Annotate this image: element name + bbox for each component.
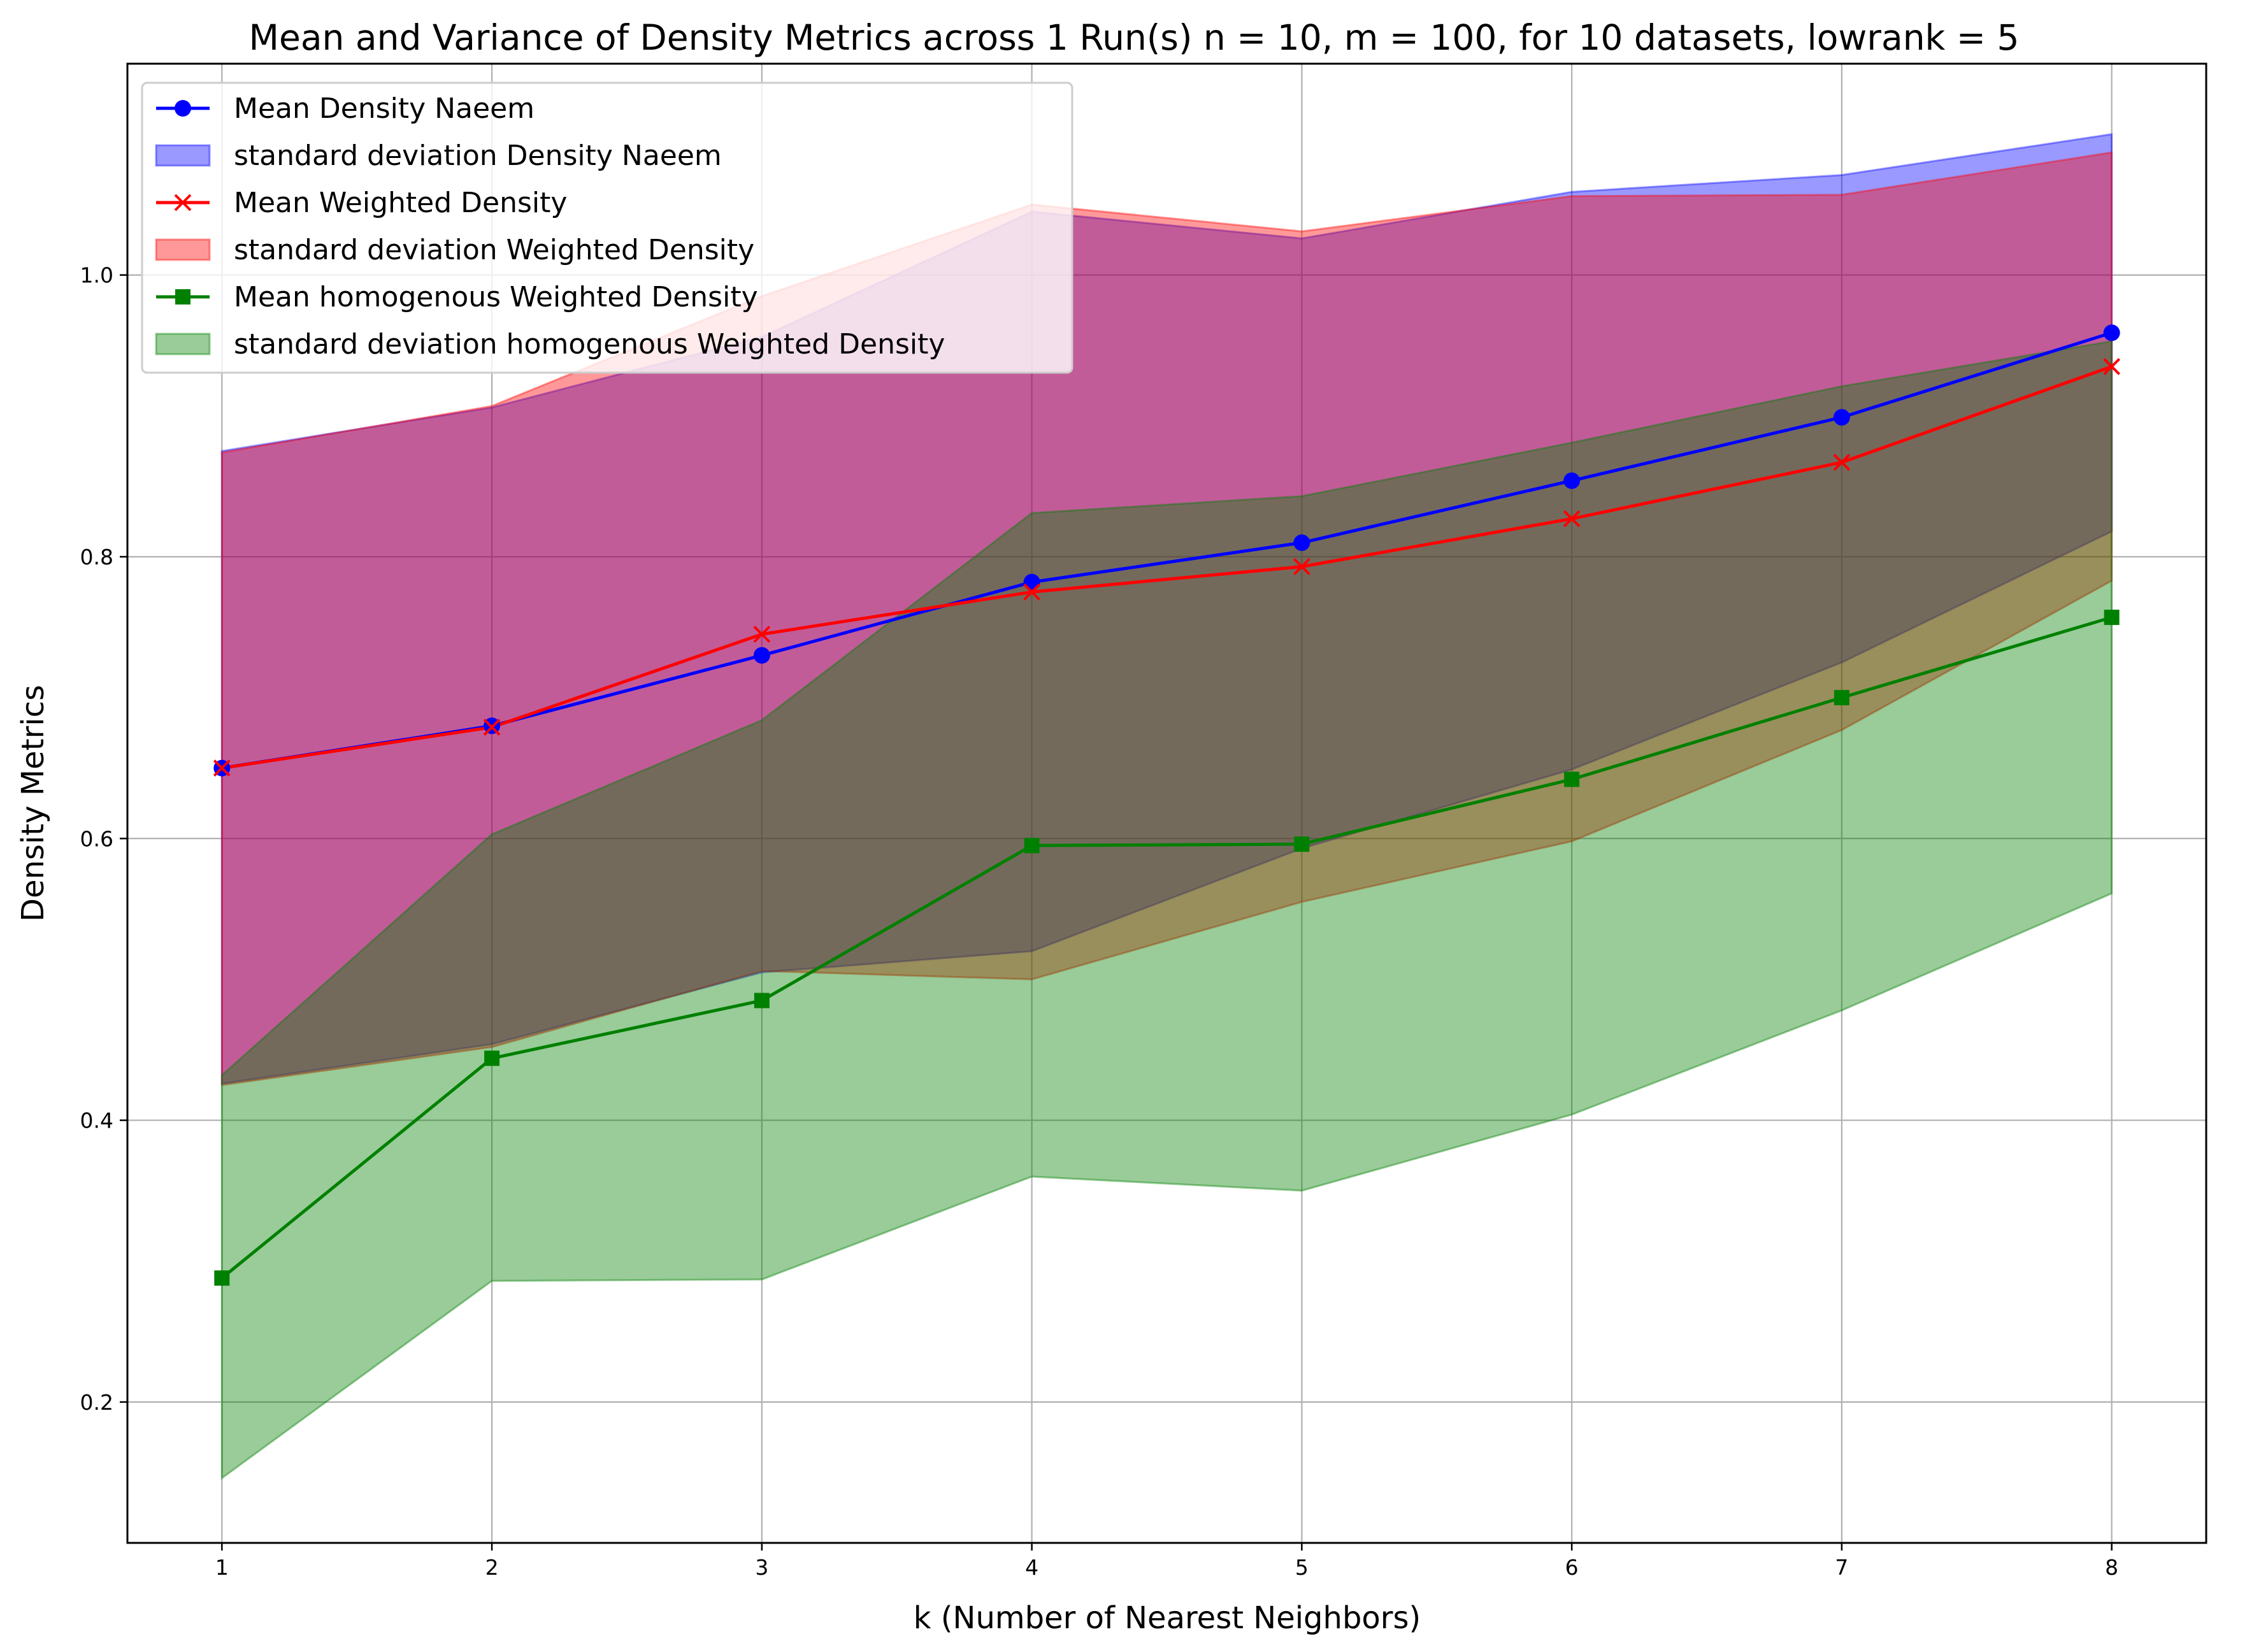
point-mean-weighted-density (483, 719, 501, 736)
point-mean-weighted-density (2103, 358, 2121, 375)
point-mean-homogenous-weighted-density (754, 992, 770, 1008)
legend-swatch (155, 333, 211, 355)
x-tick-label: 8 (2105, 1555, 2118, 1580)
legend-label: standard deviation Density Naeem (234, 140, 722, 172)
point-mean-weighted-density (1833, 454, 1851, 471)
x-tick-label: 4 (1025, 1555, 1038, 1580)
point-mean-weighted-density (213, 759, 231, 777)
point-mean-homogenous-weighted-density (484, 1050, 500, 1066)
line-mean-weighted-density (221, 365, 2113, 770)
point-mean-homogenous-weighted-density (214, 1270, 230, 1286)
point-mean-density-naeem (1293, 534, 1310, 551)
x-tick-label: 5 (1295, 1555, 1309, 1580)
point-mean-density-naeem (753, 647, 770, 664)
legend-label: standard deviation homogenous Weighted D… (234, 328, 945, 361)
plot-frame (126, 62, 2207, 1544)
legend: Mean Density Naeem standard deviation Den… (141, 82, 1073, 374)
y-tick-label: 0.6 (80, 826, 113, 851)
y-axis-label: Density Metrics (15, 685, 51, 922)
legend-swatch (155, 144, 211, 167)
point-mean-density-naeem (2103, 324, 2120, 341)
legend-marker (175, 289, 190, 305)
point-mean-density-naeem (1563, 472, 1581, 489)
x-tick-label: 2 (485, 1555, 499, 1580)
legend-marker (175, 100, 191, 117)
point-mean-homogenous-weighted-density (2104, 610, 2120, 626)
x-tick-label: 7 (1835, 1555, 1848, 1580)
x-axis-label: k (Number of Nearest Neighbors) (914, 1600, 1421, 1636)
point-mean-weighted-density (753, 626, 771, 643)
legend-label: Mean homogenous Weighted Density (234, 281, 758, 313)
point-mean-homogenous-weighted-density (1834, 690, 1849, 706)
point-mean-homogenous-weighted-density (1024, 838, 1040, 854)
point-mean-weighted-density (1023, 583, 1041, 601)
mean-lines (220, 331, 2113, 1280)
x-tick-label: 1 (215, 1555, 229, 1580)
legend-label: Mean Weighted Density (234, 187, 567, 219)
x-tick-label: 6 (1565, 1555, 1579, 1580)
y-axis-ticks: 0.2 0.4 0.6 0.8 1.0 (80, 263, 127, 1415)
point-mean-weighted-density (1563, 510, 1581, 527)
band-standard-deviation-homogenous-weighted-density (220, 340, 2113, 1480)
y-tick-label: 1.0 (80, 263, 113, 288)
line-mean-density-naeem (221, 331, 2113, 770)
legend-swatch (155, 238, 211, 261)
x-axis-ticks: 1 2 3 4 5 6 7 8 (215, 1543, 2118, 1580)
point-mean-density-naeem (1833, 409, 1850, 426)
point-mean-homogenous-weighted-density (1294, 836, 1310, 852)
chart-title: Mean and Variance of Density Metrics acr… (249, 17, 2020, 58)
point-mean-homogenous-weighted-density (1564, 771, 1580, 787)
x-tick-label: 3 (755, 1555, 768, 1580)
y-tick-label: 0.2 (80, 1390, 113, 1415)
legend-box (141, 82, 1073, 374)
y-tick-label: 0.4 (80, 1108, 113, 1133)
line-markers (213, 324, 2121, 1286)
legend-marker (174, 194, 192, 211)
y-tick-label: 0.8 (80, 545, 113, 570)
point-mean-weighted-density (1293, 558, 1310, 575)
legend-label: standard deviation Weighted Density (234, 234, 754, 266)
line-mean-homogenous-weighted-density (220, 615, 2113, 1280)
legend-label: Mean Density Naeem (234, 92, 535, 125)
